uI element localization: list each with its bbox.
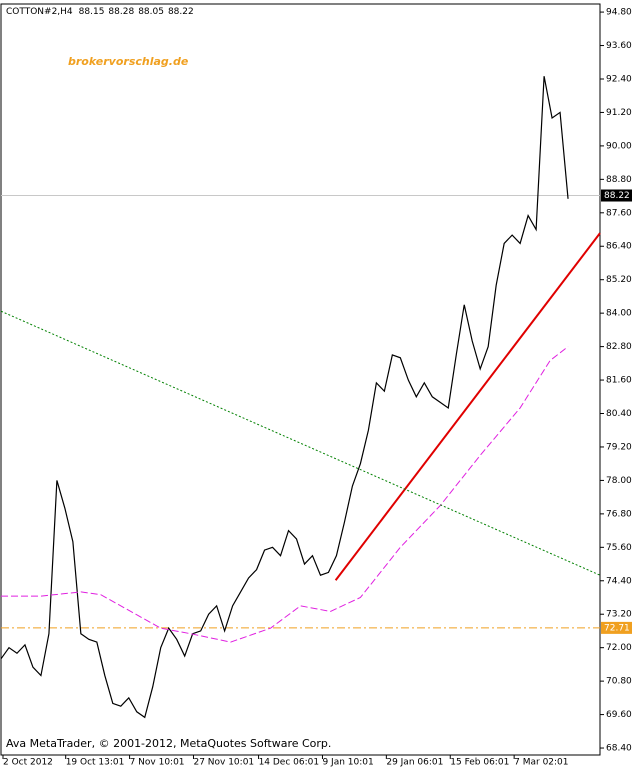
y-tick-label: 72.00 [606, 643, 632, 653]
level-label: 72.71 [604, 623, 630, 633]
y-tick-label: 76.80 [606, 509, 632, 519]
y-tick-label: 78.00 [606, 476, 632, 486]
y-tick-label: 82.80 [606, 342, 632, 352]
x-tick-label: 19 Oct 13:01 [66, 758, 125, 768]
y-tick-label: 92.40 [606, 74, 632, 84]
x-tick-label: 7 Mar 02:01 [514, 758, 568, 768]
y-tick-label: 74.40 [606, 576, 632, 586]
symbol: COTTON#2,H4 [6, 7, 73, 17]
ohlc-value: 88.22 [168, 7, 194, 17]
x-tick-label: 14 Dec 06:01 [259, 758, 320, 768]
y-tick-label: 90.00 [606, 141, 632, 151]
x-tick-label: 2 Oct 2012 [3, 758, 53, 768]
ohlc-value: 88.28 [108, 7, 134, 17]
series-line [334, 232, 601, 581]
y-tick-label: 81.60 [606, 376, 632, 386]
y-tick-label: 85.20 [606, 275, 632, 285]
x-tick-label: 15 Feb 06:01 [450, 758, 509, 768]
series-line [0, 310, 601, 576]
y-tick-label: 68.40 [606, 744, 632, 754]
y-tick-label: 79.20 [606, 442, 632, 452]
plot-frame [0, 3, 601, 756]
series-line [1, 346, 569, 643]
level-box [601, 189, 632, 202]
ohlc-value: 88.05 [138, 7, 164, 17]
y-tick-label: 75.60 [606, 543, 632, 553]
y-tick-label: 88.80 [606, 175, 632, 185]
y-tick-label: 86.40 [606, 242, 632, 252]
y-tick-label: 80.40 [606, 409, 632, 419]
symbol-header: COTTON#2,H4 88.15 88.28 88.05 88.22 [6, 7, 194, 17]
y-tick-label: 94.80 [606, 8, 632, 18]
y-tick-label: 73.20 [606, 610, 632, 620]
y-tick-label: 70.80 [606, 677, 632, 687]
level-label: 88.22 [604, 191, 630, 201]
x-tick-label: 7 Nov 10:01 [130, 758, 185, 768]
series-line [0, 76, 569, 719]
watermark: brokervorschlag.de [68, 55, 189, 68]
ohlc-value: 88.15 [79, 7, 105, 17]
y-tick-label: 91.20 [606, 108, 632, 118]
x-tick-label: 29 Jan 06:01 [386, 758, 443, 768]
x-tick-label: 27 Nov 10:01 [193, 758, 254, 768]
y-tick-label: 87.60 [606, 208, 632, 218]
x-tick-label: 9 Jan 10:01 [322, 758, 373, 768]
level-box [601, 621, 632, 634]
footer: Ava MetaTrader, © 2001-2012, MetaQuotes … [6, 737, 331, 750]
y-tick-label: 93.60 [606, 41, 632, 51]
y-tick-label: 84.00 [606, 309, 632, 319]
y-tick-label: 69.60 [606, 710, 632, 720]
